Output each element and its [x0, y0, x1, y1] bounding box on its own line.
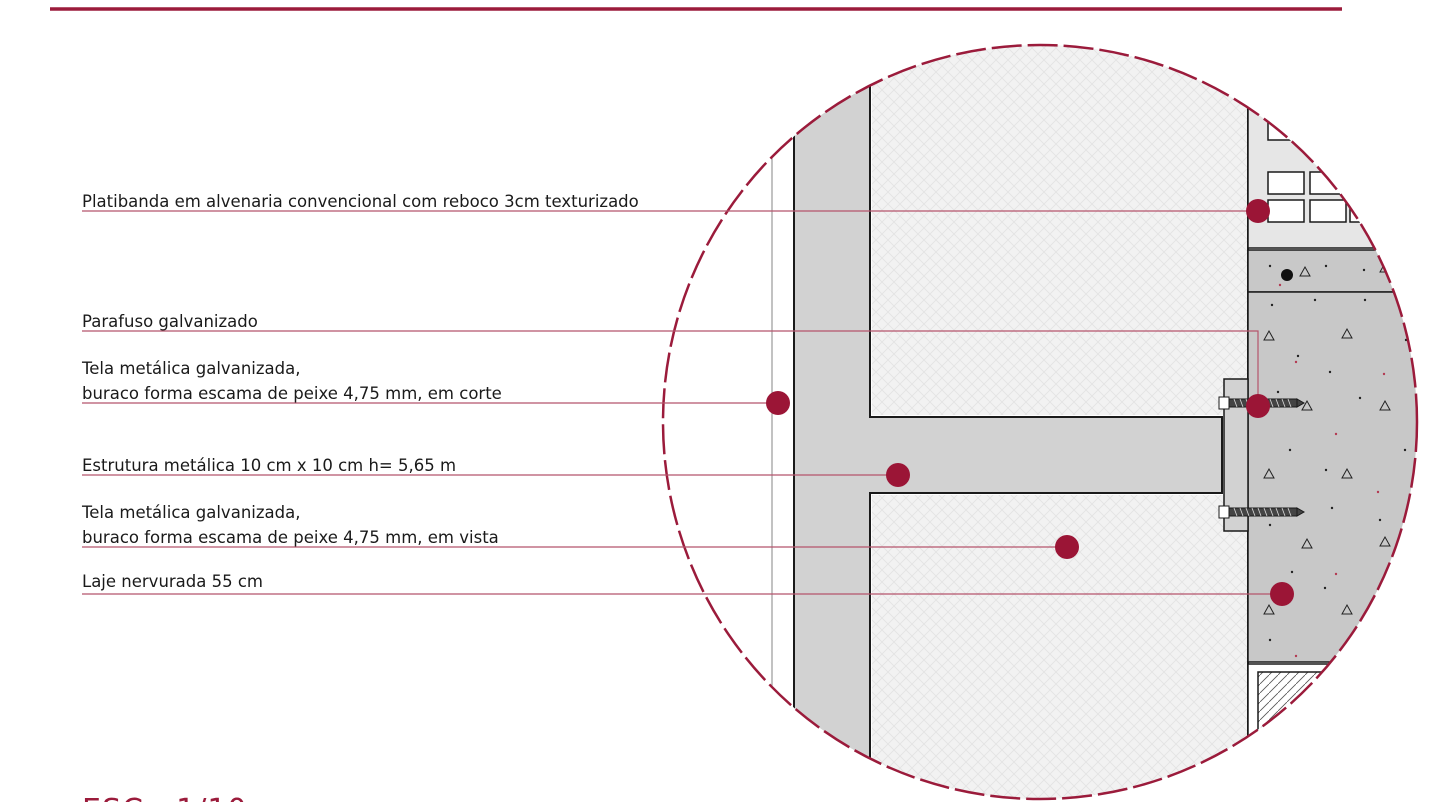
- note-laje: Laje nervurada 55 cm: [82, 572, 263, 591]
- marker-platibanda: [1246, 199, 1270, 223]
- scale-label: ESC.: 1/10: [82, 793, 248, 802]
- note-parafuso: Parafuso galvanizado: [82, 312, 258, 331]
- marker-parafuso: [1246, 394, 1270, 418]
- note-tela-corte-line2: buraco forma escama de peixe 4,75 mm, em…: [82, 384, 502, 403]
- detail-content: [663, 45, 1417, 799]
- rebar: [1281, 269, 1293, 281]
- note-tela-vista-line1: Tela metálica galvanizada,: [81, 503, 300, 522]
- marker-laje: [1270, 582, 1294, 606]
- note-estrutura: Estrutura metálica 10 cm x 10 cm h= 5,65…: [82, 456, 456, 475]
- screw-lower: [1218, 505, 1306, 519]
- marker-tela-vista: [1055, 535, 1079, 559]
- note-tela-corte-line1: Tela metálica galvanizada,: [81, 359, 300, 378]
- note-tela-vista-line2: buraco forma escama de peixe 4,75 mm, em…: [82, 528, 499, 547]
- marker-estrutura: [886, 463, 910, 487]
- marker-tela-corte: [766, 391, 790, 415]
- note-platibanda: Platibanda em alvenaria convencional com…: [82, 192, 639, 211]
- masonry-block: [1247, 79, 1417, 249]
- detail-circle: [661, 43, 1419, 801]
- concrete-beam: [1247, 249, 1417, 293]
- annotation-texts: Platibanda em alvenaria convencional com…: [81, 192, 639, 591]
- marker-dots: [766, 199, 1294, 606]
- mesh-view-upper: [872, 45, 1248, 415]
- leader-lines: [82, 210, 1282, 595]
